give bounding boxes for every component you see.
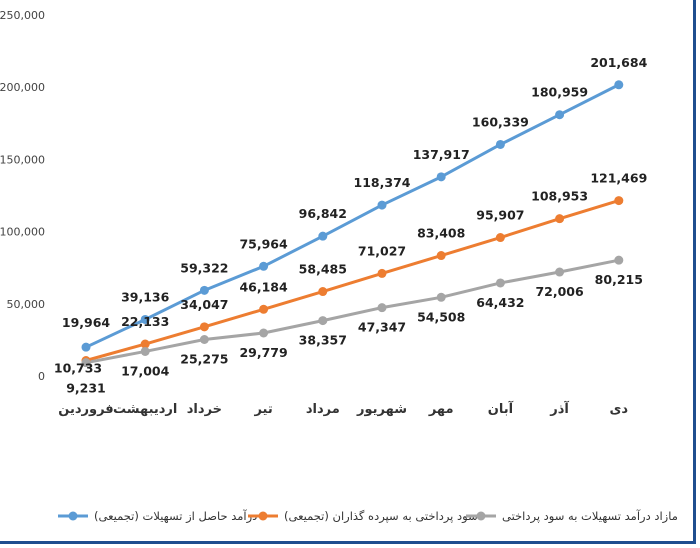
data-point bbox=[555, 214, 565, 224]
data-label: 19,964 bbox=[62, 315, 111, 330]
data-label: 64,432 bbox=[476, 295, 524, 310]
data-point bbox=[555, 267, 565, 277]
legend: درآمد حاصل از تسهیلات (تجمیعی) سود پرداخت… bbox=[58, 509, 678, 524]
data-label: 108,953 bbox=[531, 189, 588, 204]
legend-item-2: مازاد درآمد تسهیلات به سود پرداختی bbox=[466, 509, 678, 524]
data-label: 118,374 bbox=[354, 175, 411, 190]
x-tick-label: آبان bbox=[488, 400, 514, 417]
data-point bbox=[140, 314, 150, 324]
data-label: 95,907 bbox=[476, 208, 524, 223]
data-label: 83,408 bbox=[417, 226, 465, 241]
data-label: 9,231 bbox=[66, 381, 106, 396]
data-point bbox=[318, 231, 328, 241]
data-point bbox=[614, 196, 624, 206]
data-label: 46,184 bbox=[239, 279, 288, 294]
data-label: 137,917 bbox=[413, 147, 470, 162]
data-point bbox=[377, 268, 387, 278]
data-point bbox=[495, 278, 505, 288]
legend-item-1: سود پرداختی به سپرده گذاران (تجمیعی) bbox=[248, 509, 478, 524]
x-tick-label: آذر bbox=[549, 400, 569, 417]
data-label: 10,733 bbox=[54, 361, 102, 376]
data-label: 72,006 bbox=[535, 284, 584, 299]
x-tick-label: تیر bbox=[253, 402, 272, 417]
y-tick-label: 250,000 bbox=[0, 9, 45, 22]
legend-marker bbox=[68, 511, 78, 521]
data-label: 180,959 bbox=[531, 85, 588, 100]
data-point bbox=[140, 339, 150, 349]
x-tick-label: دی bbox=[610, 402, 629, 417]
y-tick-label: 0 bbox=[38, 370, 45, 383]
data-label: 47,347 bbox=[358, 320, 406, 335]
data-label: 160,339 bbox=[472, 114, 529, 129]
legend-item-0: درآمد حاصل از تسهیلات (تجمیعی) bbox=[58, 509, 257, 524]
data-point bbox=[318, 316, 328, 326]
data-label: 25,275 bbox=[180, 352, 228, 367]
data-label: 75,964 bbox=[239, 236, 288, 251]
data-label: 96,842 bbox=[299, 206, 347, 221]
y-tick-label: 200,000 bbox=[0, 81, 45, 94]
x-tick-label: مرداد bbox=[306, 402, 340, 417]
x-tick-label: خرداد bbox=[187, 402, 222, 417]
data-point bbox=[199, 335, 209, 345]
data-point bbox=[259, 328, 269, 338]
data-label: 58,485 bbox=[299, 262, 347, 277]
legend-marker bbox=[476, 511, 486, 521]
data-point bbox=[436, 292, 446, 302]
data-point bbox=[199, 322, 209, 332]
legend-label: مازاد درآمد تسهیلات به سود پرداختی bbox=[502, 509, 678, 524]
series-line-0 bbox=[85, 83, 620, 349]
data-label: 121,469 bbox=[590, 171, 647, 186]
data-point bbox=[495, 139, 505, 149]
data-point bbox=[259, 304, 269, 314]
y-tick-label: 150,000 bbox=[0, 153, 45, 166]
data-point bbox=[318, 287, 328, 297]
x-tick-label: فروردین bbox=[58, 402, 113, 417]
data-point bbox=[436, 172, 446, 182]
data-point bbox=[377, 200, 387, 210]
data-point bbox=[259, 261, 269, 271]
series-line-2 bbox=[85, 258, 620, 365]
data-point bbox=[81, 342, 91, 352]
data-label: 39,136 bbox=[121, 289, 170, 304]
data-label: 34,047 bbox=[180, 297, 228, 312]
y-axis: 0 50,000 100,000 150,000 200,000 250,000 bbox=[0, 9, 45, 383]
series-lines bbox=[85, 83, 620, 365]
data-label: 54,508 bbox=[417, 309, 465, 324]
data-point bbox=[614, 255, 624, 265]
data-label: 29,779 bbox=[239, 345, 287, 360]
data-label: 59,322 bbox=[180, 260, 228, 275]
data-label: 38,357 bbox=[299, 333, 347, 348]
data-point bbox=[614, 80, 624, 90]
data-label: 71,027 bbox=[358, 243, 406, 258]
data-point bbox=[140, 346, 150, 356]
data-label: 201,684 bbox=[590, 55, 647, 70]
data-point bbox=[199, 285, 209, 295]
data-point bbox=[555, 110, 565, 120]
x-axis: فروردین اردیبهشت خرداد تیر مرداد شهریور مهر آبا… bbox=[58, 400, 628, 417]
x-tick-label: مهر bbox=[428, 402, 454, 417]
y-tick-label: 50,000 bbox=[7, 298, 46, 311]
x-tick-label: اردیبهشت bbox=[113, 402, 177, 417]
legend-label: سود پرداختی به سپرده گذاران (تجمیعی) bbox=[284, 509, 478, 524]
x-tick-label: شهریور bbox=[356, 402, 407, 417]
data-point bbox=[81, 358, 91, 368]
data-point bbox=[495, 233, 505, 243]
data-labels: 19,964 39,136 59,322 75,964 96,842 118,374137… bbox=[54, 55, 648, 396]
data-point bbox=[377, 303, 387, 313]
data-label: 22,133 bbox=[121, 314, 169, 329]
data-label: 17,004 bbox=[121, 363, 170, 378]
legend-label: درآمد حاصل از تسهیلات (تجمیعی) bbox=[94, 509, 257, 524]
data-label: 80,215 bbox=[595, 272, 643, 287]
series-points bbox=[81, 80, 624, 368]
data-point bbox=[436, 251, 446, 261]
y-tick-label: 100,000 bbox=[0, 226, 45, 239]
series-line-1 bbox=[85, 199, 620, 362]
legend-marker bbox=[258, 511, 268, 521]
